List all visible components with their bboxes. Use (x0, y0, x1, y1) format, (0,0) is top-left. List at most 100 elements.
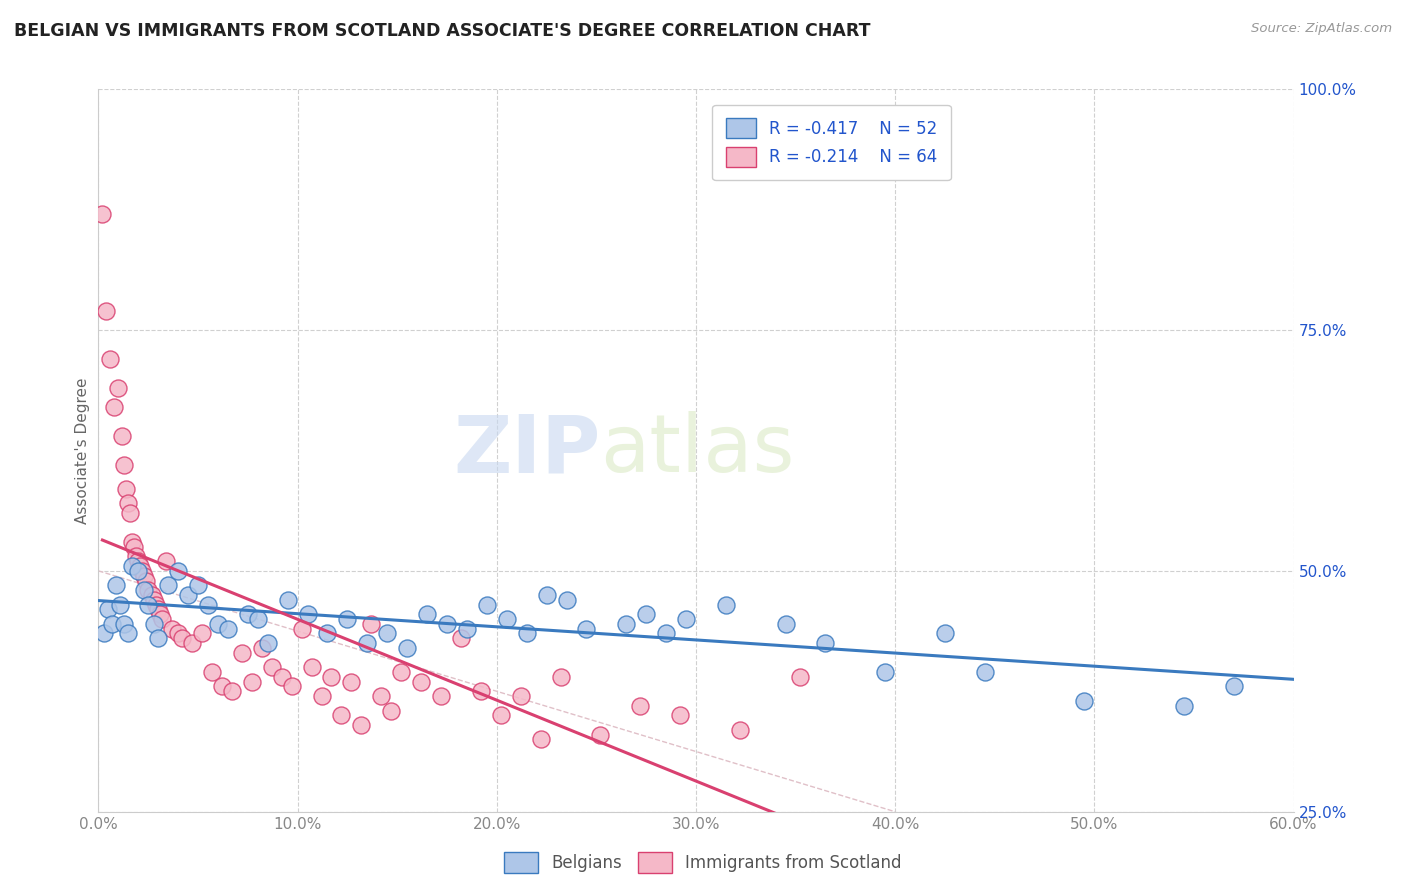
Point (380, 704, 402, 718)
Point (589, 728, 612, 742)
Point (136, 598, 159, 612)
Point (475, 598, 498, 612)
Point (124, 540, 146, 554)
Point (149, 607, 172, 622)
Point (516, 626, 538, 640)
Point (172, 632, 194, 646)
Point (143, 616, 166, 631)
Point (129, 559, 152, 574)
Point (160, 622, 183, 636)
Point (150, 612, 173, 626)
Point (240, 674, 263, 689)
Point (270, 670, 292, 684)
Point (614, 616, 637, 631)
Point (211, 680, 233, 694)
Point (336, 612, 359, 626)
Point (256, 636, 278, 650)
Point (669, 708, 692, 723)
Point (789, 670, 811, 684)
Point (207, 616, 229, 631)
Point (115, 482, 138, 496)
Point (101, 616, 124, 631)
Point (340, 674, 363, 689)
Point (134, 568, 156, 582)
Point (103, 400, 125, 414)
Point (297, 607, 319, 622)
Point (117, 626, 139, 640)
Text: atlas: atlas (600, 411, 794, 490)
Point (141, 588, 163, 602)
Point (375, 626, 398, 640)
Point (110, 598, 132, 612)
Point (155, 554, 177, 568)
Point (107, 381, 129, 395)
Point (814, 636, 837, 650)
Point (121, 535, 143, 549)
Point (217, 622, 239, 636)
Point (1173, 698, 1195, 713)
Point (148, 602, 170, 616)
Legend: R = -0.417    N = 52, R = -0.214    N = 64: R = -0.417 N = 52, R = -0.214 N = 64 (713, 104, 950, 180)
Point (120, 506, 142, 520)
Point (509, 689, 531, 703)
Point (112, 458, 135, 472)
Point (330, 708, 353, 723)
Point (148, 632, 170, 646)
Point (973, 665, 995, 679)
Point (628, 698, 651, 713)
Point (311, 689, 333, 703)
Point (636, 607, 658, 622)
Point (135, 574, 157, 588)
Point (301, 660, 323, 674)
Point (714, 598, 737, 612)
Point (201, 665, 224, 679)
Point (111, 429, 134, 443)
Point (197, 598, 219, 612)
Point (181, 636, 204, 650)
Point (1223, 680, 1246, 694)
Point (131, 564, 153, 578)
Point (143, 592, 166, 607)
Point (221, 684, 243, 698)
Point (456, 622, 478, 636)
Point (436, 616, 458, 631)
Point (360, 616, 382, 631)
Point (775, 616, 797, 631)
Point (1073, 694, 1095, 708)
Point (575, 622, 598, 636)
Point (117, 496, 139, 510)
Point (416, 607, 439, 622)
Point (96, 303, 118, 318)
Point (167, 626, 190, 640)
Point (250, 640, 273, 655)
Point (411, 674, 433, 689)
Point (316, 626, 339, 640)
Point (555, 592, 578, 607)
Point (91, 207, 114, 221)
Point (389, 665, 412, 679)
Point (875, 665, 897, 679)
Point (98, 351, 122, 366)
Point (321, 670, 343, 684)
Point (550, 670, 572, 684)
Point (728, 723, 751, 737)
Point (177, 588, 200, 602)
Point (236, 607, 259, 622)
Point (396, 640, 419, 655)
Point (121, 559, 143, 574)
Point (530, 732, 553, 747)
Point (191, 626, 214, 640)
Text: Source: ZipAtlas.com: Source: ZipAtlas.com (1251, 22, 1392, 36)
Point (97, 602, 120, 616)
Point (231, 646, 253, 660)
Point (127, 554, 149, 568)
Point (125, 549, 148, 564)
Point (470, 684, 492, 698)
Point (655, 626, 678, 640)
Point (127, 564, 149, 578)
Point (167, 564, 190, 578)
Text: ZIP: ZIP (453, 411, 600, 490)
Point (675, 612, 697, 626)
Y-axis label: Associate's Degree: Associate's Degree (75, 377, 90, 524)
Point (356, 636, 378, 650)
